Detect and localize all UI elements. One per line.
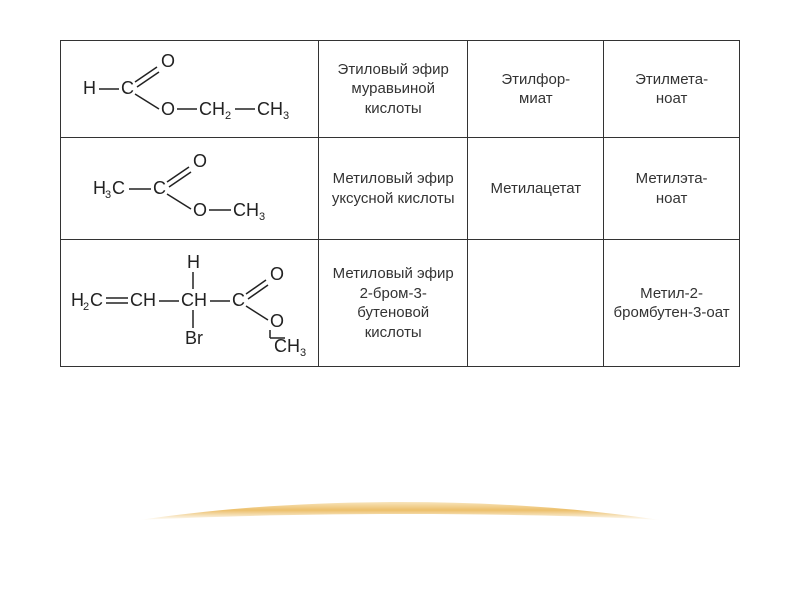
svg-text:H: H <box>187 252 200 272</box>
svg-text:CH: CH <box>274 336 300 356</box>
svg-text:C: C <box>121 78 134 98</box>
svg-text:CH: CH <box>130 290 156 310</box>
svg-text:CH: CH <box>257 99 283 119</box>
formula-cell-methyl2bromobutenoate: H 2 C CH CH H Br <box>61 240 319 367</box>
svg-text:C: C <box>153 178 166 198</box>
structure-ethylformate: H C O O CH 2 <box>75 49 305 129</box>
name-iupac-1: Этилмета-ноат <box>604 41 740 138</box>
svg-text:H: H <box>83 78 96 98</box>
svg-text:2: 2 <box>225 110 231 122</box>
svg-text:C: C <box>112 178 125 198</box>
page-root: H C O O CH 2 <box>0 0 800 600</box>
svg-text:3: 3 <box>300 347 306 358</box>
name-trad-1: Этиловый эфир муравьиной кислоты <box>319 41 468 138</box>
name-trad-2: Метиловый эфир уксусной кислоты <box>319 138 468 240</box>
svg-text:O: O <box>193 200 207 220</box>
svg-text:CH: CH <box>199 99 225 119</box>
table-row: H 3 C C O O CH 3 <box>61 138 740 240</box>
table-row: H 2 C CH CH H Br <box>61 240 740 367</box>
formula-cell-methylacetate: H 3 C C O O CH 3 <box>61 138 319 240</box>
svg-text:C: C <box>232 290 245 310</box>
name-trivial-1: Этилфор-миат <box>468 41 604 138</box>
svg-text:O: O <box>193 151 207 171</box>
svg-text:O: O <box>270 264 284 284</box>
table-row: H C O O CH 2 <box>61 41 740 138</box>
name-trad-3: Метиловый эфир 2-бром-3-бутеновой кислот… <box>319 240 468 367</box>
ester-table: H C O O CH 2 <box>60 40 740 367</box>
structure-methylacetate: H 3 C C O O CH 3 <box>85 146 295 231</box>
svg-text:O: O <box>161 51 175 71</box>
svg-text:O: O <box>161 99 175 119</box>
formula-cell-ethylformate: H C O O CH 2 <box>61 41 319 138</box>
svg-text:3: 3 <box>283 110 289 122</box>
svg-text:O: O <box>270 311 284 331</box>
svg-text:2: 2 <box>83 301 89 313</box>
decorative-swoosh <box>0 502 800 530</box>
name-trivial-3 <box>468 240 604 367</box>
name-iupac-2: Метилэта-ноат <box>604 138 740 240</box>
name-iupac-3: Метил-2-бромбутен-3-оат <box>604 240 740 367</box>
svg-text:Br: Br <box>185 328 203 348</box>
svg-text:3: 3 <box>105 189 111 201</box>
svg-text:CH: CH <box>233 200 259 220</box>
svg-text:3: 3 <box>259 211 265 223</box>
name-trivial-2: Метилацетат <box>468 138 604 240</box>
svg-text:C: C <box>90 290 103 310</box>
structure-methyl2bromobutenoate: H 2 C CH CH H Br <box>69 248 317 358</box>
svg-text:CH: CH <box>181 290 207 310</box>
